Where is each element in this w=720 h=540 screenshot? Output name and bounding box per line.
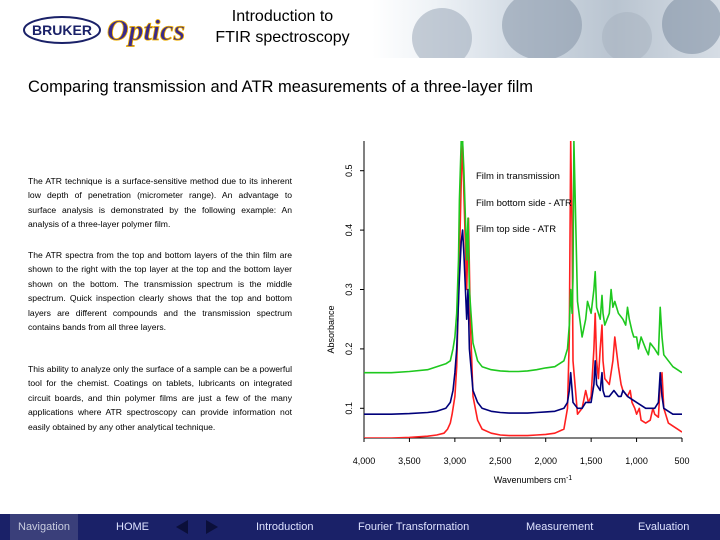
legend-entry: Film top side - ATR <box>476 224 556 235</box>
y-axis-label: Absorbance <box>326 305 336 353</box>
nav-evaluation-link[interactable]: Evaluation <box>638 521 690 533</box>
nav-measurement-link[interactable]: Measurement <box>526 521 594 533</box>
x-tick-label: 1,000 <box>625 456 648 466</box>
x-tick-label: 2,000 <box>534 456 557 466</box>
nav-introduction-link[interactable]: Introduction <box>256 521 314 533</box>
x-tick-label: 3,500 <box>398 456 421 466</box>
navigation-label: Navigation <box>10 514 78 540</box>
slide-subtitle: Comparing transmission and ATR measureme… <box>28 78 533 96</box>
nav-fourier-link[interactable]: Fourier Transformation <box>358 521 470 533</box>
header: BRUKER Optics Introduction to FTIR spect… <box>0 0 720 58</box>
y-tick-label: 0.4 <box>344 224 354 237</box>
x-tick-label: 3,000 <box>444 456 467 466</box>
paragraph-atr-spectra: The ATR spectra from the top and bottom … <box>28 250 292 333</box>
spectrum-chart-svg: 0.1 0.2 0.3 0.4 0.5 Absorbance 4,000 3,500 3,000… <box>326 141 690 486</box>
y-tick-label: 0.2 <box>344 343 354 356</box>
y-tick-label: 0.3 <box>344 283 354 296</box>
x-tick-label: 2,500 <box>489 456 512 466</box>
logo-brand: BRUKER <box>32 22 92 38</box>
series-line-3 <box>364 141 682 374</box>
x-tick-label: 1,500 <box>580 456 603 466</box>
bruker-optics-logo: BRUKER Optics <box>22 6 192 50</box>
navigation-bar: Navigation HOME Introduction Fourier Tra… <box>0 514 720 540</box>
header-title-line2: FTIR spectroscopy <box>215 29 350 46</box>
nav-home-link[interactable]: HOME <box>116 521 149 533</box>
logo-script: Optics <box>107 14 185 47</box>
header-photo-banner <box>372 0 720 58</box>
y-tick-label: 0.5 <box>344 164 354 177</box>
nav-prev-button[interactable] <box>176 514 188 540</box>
y-tick-label: 0.1 <box>344 402 354 415</box>
nav-next-button[interactable] <box>206 514 218 540</box>
triangle-left-icon <box>176 520 188 534</box>
header-title: Introduction to FTIR spectroscopy <box>200 6 365 48</box>
series-line-2 <box>364 229 682 416</box>
header-title-line1: Introduction to <box>231 8 334 25</box>
paragraph-applications: This ability to analyze only the surface… <box>28 364 292 432</box>
x-tick-label: 4,000 <box>353 456 376 466</box>
x-tick-label: 500 <box>674 456 689 466</box>
legend-entry: Film in transmission <box>476 171 560 182</box>
legend-entry: Film bottom side - ATR <box>476 198 572 209</box>
spectrum-chart: 0.1 0.2 0.3 0.4 0.5 Absorbance 4,000 3,500 3,000… <box>320 135 720 495</box>
paragraph-atr-intro: The ATR technique is a surface-sensitive… <box>28 176 292 230</box>
triangle-right-icon <box>206 520 218 534</box>
x-axis-label: Wavenumbers cm-1 <box>494 475 573 486</box>
series-line-1 <box>364 141 682 438</box>
